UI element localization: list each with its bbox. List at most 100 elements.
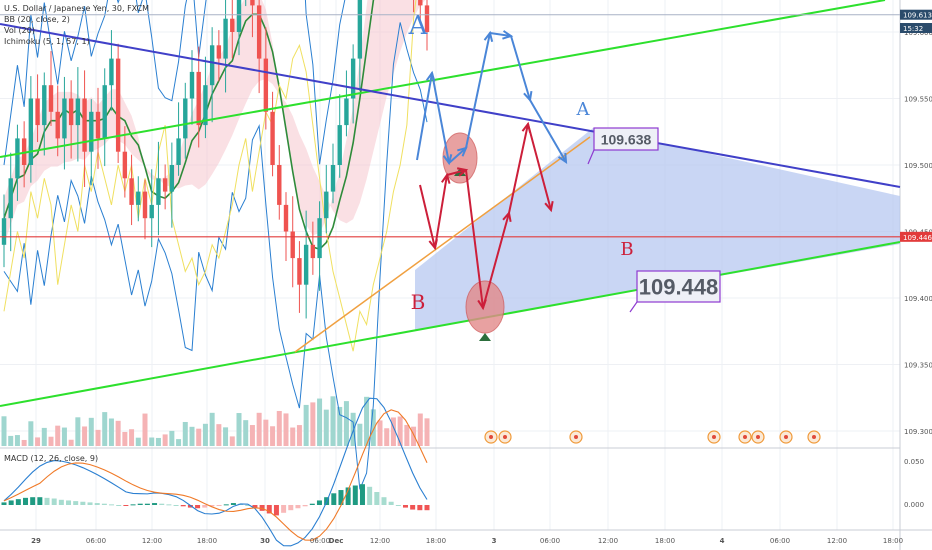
candle-body [75, 98, 81, 126]
candle-body [223, 18, 228, 59]
volume-bar [182, 421, 188, 446]
legend: U.S. Dollar / Japanese Yen, 30, FXCM BB … [4, 3, 149, 47]
candle-body [136, 191, 141, 205]
time-tick: 06:00 [86, 537, 106, 545]
volume-bar [8, 435, 14, 446]
scenario-a-arrows-head [557, 152, 568, 164]
price-tick: 109.400 [904, 295, 932, 303]
scenario-b-arrows-head [456, 167, 469, 177]
macd-histogram-bar [381, 497, 387, 505]
volume-bars [1, 396, 430, 446]
time-tick: 18:00 [426, 537, 446, 545]
label-a-small: A [576, 99, 591, 120]
vol-label[interactable]: Vol (20) [4, 26, 35, 35]
macd-histogram-bar [367, 486, 373, 505]
candle-body [115, 58, 121, 152]
resistance-trendline[interactable] [0, 23, 901, 188]
macd-histogram-bar [187, 505, 193, 508]
time-tick: 12:00 [142, 537, 162, 545]
drawings[interactable]: A A B B 109.638 109.448 [0, 0, 901, 407]
time-tick: 12:00 [598, 537, 618, 545]
candle-body [270, 111, 275, 165]
time-tick: 12:00 [827, 537, 847, 545]
macd-histogram-bar [316, 500, 322, 505]
candle-body [82, 98, 87, 152]
price-tick: 109.550 [904, 96, 932, 104]
scenario-a-arrows[interactable] [416, 30, 568, 166]
macd-histogram-bar [94, 503, 100, 505]
indicator-lines [3, 0, 428, 490]
candle-body [297, 258, 302, 285]
channel-upper-line[interactable] [0, 0, 886, 158]
callout-109448-box [636, 270, 721, 303]
candle-body [21, 138, 27, 165]
label-b-left: B [411, 290, 426, 314]
volume-bar [122, 431, 128, 446]
macd-histogram-bar [159, 503, 165, 505]
time-tick: 06:00 [770, 537, 790, 545]
price-tick: 109.350 [904, 362, 932, 370]
candle-body [89, 111, 94, 152]
candle-body [418, 0, 423, 6]
scenario-a-arrows-head [502, 30, 514, 40]
volume-bar [48, 436, 54, 446]
macd-histogram-bar [295, 505, 301, 509]
candle-body [95, 111, 101, 139]
macd-histogram-bar [410, 505, 416, 510]
time-tick: 18:00 [197, 537, 217, 545]
candle-body [317, 218, 322, 259]
candle-body [48, 85, 54, 112]
macd-histogram-bar [345, 487, 351, 505]
ichimoku-label[interactable]: Ichimoku (5, 1, 57, 1) [4, 37, 90, 46]
projection-fill [415, 128, 900, 330]
macd-histogram-bar [58, 499, 64, 505]
scenario-b-arrows[interactable] [419, 121, 554, 311]
bb-label[interactable]: BB (20, close, 2) [4, 15, 70, 24]
volume-bar [189, 426, 195, 446]
candle-body [35, 98, 40, 126]
scenario-a-arrows-head [523, 90, 533, 103]
volume-bar [1, 416, 7, 446]
signal-line [3, 409, 428, 541]
macd-histogram-bar [359, 484, 365, 505]
macd-label[interactable]: MACD (12, 26, close, 9) [4, 454, 99, 463]
time-tick: 30 [260, 537, 270, 545]
volume-bar [263, 419, 269, 446]
volume-bar [303, 404, 309, 446]
macd-histogram-bar [15, 499, 21, 505]
macd-histogram-bar [273, 505, 279, 516]
macd-histogram-bar [338, 490, 344, 505]
volume-bar [417, 413, 423, 446]
macd-histogram-bar [288, 505, 294, 511]
volume-bar [202, 423, 208, 446]
macd-histogram-bar [202, 505, 208, 508]
volume-bar [270, 426, 276, 446]
macd-histogram-bar [309, 503, 315, 505]
symbol-title[interactable]: U.S. Dollar / Japanese Yen, 30, FXCM [4, 4, 150, 13]
candle-body [183, 98, 188, 139]
candle-body [337, 125, 342, 165]
candle-body [102, 85, 107, 139]
callout-109638-tail [587, 149, 595, 165]
time-tick: 06:00 [310, 537, 330, 545]
candle-body [176, 138, 181, 165]
volume-bar [68, 439, 74, 446]
candle-body [277, 165, 282, 205]
bb-upper [3, 0, 346, 166]
price-label-bg [900, 9, 932, 20]
channel-lower-line[interactable] [0, 241, 901, 407]
macd-histogram-bar [101, 503, 107, 505]
macd-histogram-bar [230, 503, 236, 505]
callout-109448[interactable]: 109.448 [629, 270, 721, 313]
candle-body [203, 85, 208, 126]
candle-body [55, 111, 60, 139]
volume-bar [236, 413, 242, 446]
candle-body [324, 191, 329, 219]
scenario-b-arrows-head [544, 200, 554, 213]
macd-histogram-bar [216, 505, 222, 506]
callout-109638[interactable]: 109.638 [587, 127, 659, 165]
volume-bar [129, 429, 135, 446]
volume-bar [176, 439, 182, 446]
macd-histogram-bar [37, 497, 43, 505]
